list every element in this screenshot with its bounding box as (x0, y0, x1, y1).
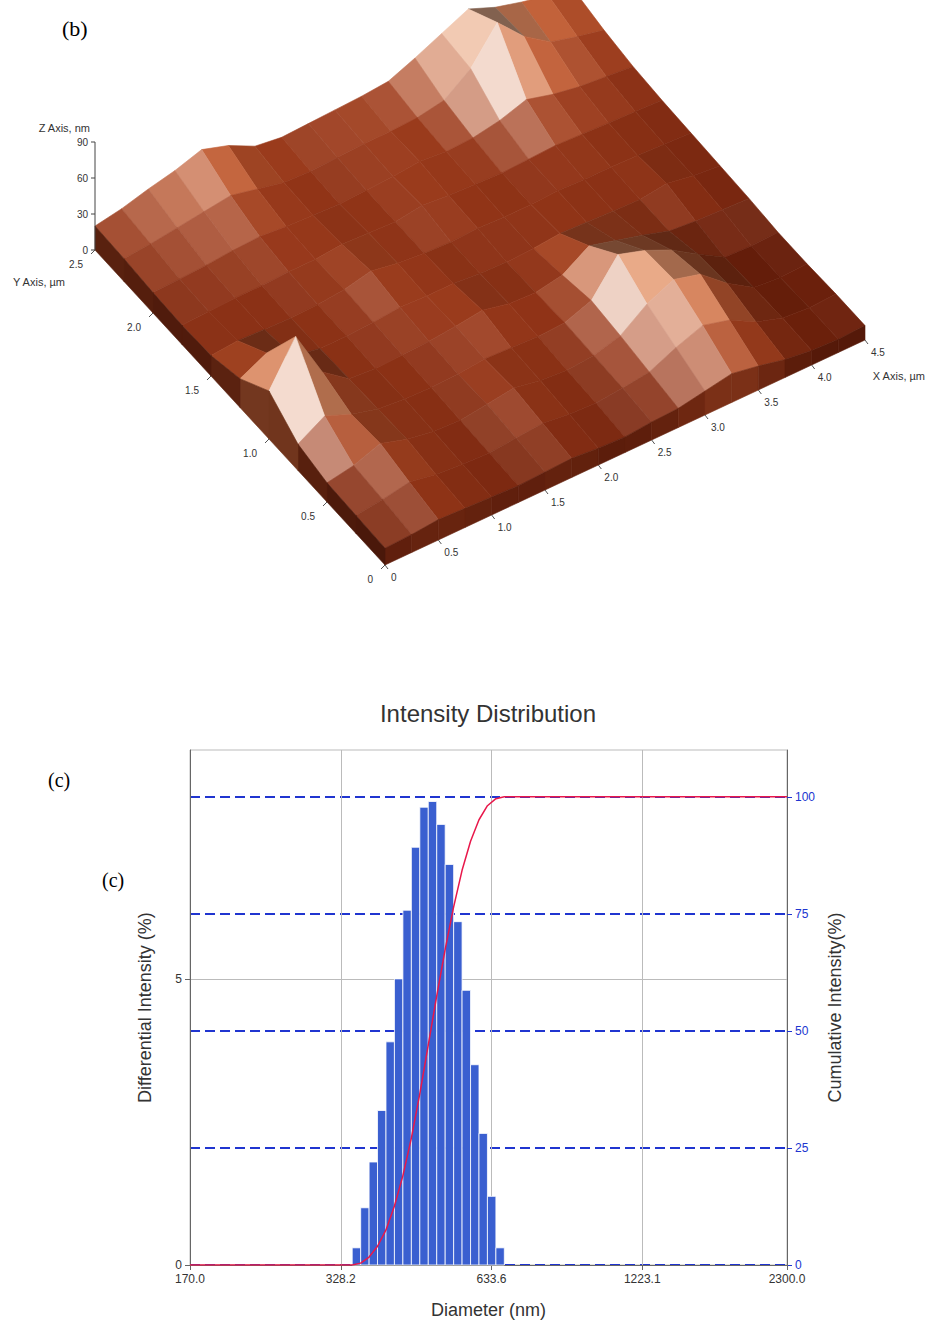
svg-text:3.5: 3.5 (764, 397, 778, 408)
svg-text:0.5: 0.5 (301, 511, 315, 522)
svg-text:0.5: 0.5 (444, 547, 458, 558)
svg-text:60: 60 (77, 173, 89, 184)
svg-text:170.0: 170.0 (175, 1272, 205, 1286)
svg-text:100: 100 (795, 790, 815, 804)
svg-text:2.5: 2.5 (69, 259, 83, 270)
svg-text:4.0: 4.0 (818, 372, 832, 383)
svg-text:2.5: 2.5 (658, 447, 672, 458)
svg-text:0: 0 (82, 245, 88, 256)
svg-text:1.5: 1.5 (185, 385, 199, 396)
svg-text:5: 5 (175, 972, 182, 986)
svg-text:328.2: 328.2 (326, 1272, 356, 1286)
svg-text:Cumulative Intensity(%): Cumulative Intensity(%) (825, 912, 845, 1102)
svg-text:25: 25 (795, 1141, 809, 1155)
svg-text:0: 0 (175, 1258, 182, 1272)
svg-text:75: 75 (795, 907, 809, 921)
svg-text:Intensity Distribution: Intensity Distribution (380, 700, 596, 727)
svg-text:X Axis, µm: X Axis, µm (873, 370, 925, 382)
svg-text:2.0: 2.0 (604, 472, 618, 483)
svg-text:0: 0 (795, 1258, 802, 1272)
svg-text:Y Axis, µm: Y Axis, µm (13, 276, 65, 288)
svg-text:4.5: 4.5 (871, 347, 885, 358)
svg-text:2.0: 2.0 (127, 322, 141, 333)
svg-text:50: 50 (795, 1024, 809, 1038)
svg-text:0: 0 (367, 574, 373, 585)
svg-text:0: 0 (391, 572, 397, 583)
svg-text:1223.1: 1223.1 (624, 1272, 661, 1286)
svg-text:Z Axis, nm: Z Axis, nm (39, 122, 90, 134)
svg-text:3.0: 3.0 (711, 422, 725, 433)
svg-text:1.0: 1.0 (498, 522, 512, 533)
svg-text:1.0: 1.0 (243, 448, 257, 459)
svg-text:90: 90 (77, 137, 89, 148)
svg-text:1.5: 1.5 (551, 497, 565, 508)
svg-text:Diameter (nm): Diameter (nm) (431, 1300, 546, 1320)
svg-text:30: 30 (77, 209, 89, 220)
svg-text:(b): (b) (62, 16, 88, 41)
svg-text:(c): (c) (102, 869, 124, 892)
svg-text:2300.0: 2300.0 (769, 1272, 806, 1286)
svg-text:633.6: 633.6 (477, 1272, 507, 1286)
svg-text:Differential Intensity (%): Differential Intensity (%) (135, 912, 155, 1103)
svg-text:(c): (c) (48, 769, 70, 792)
